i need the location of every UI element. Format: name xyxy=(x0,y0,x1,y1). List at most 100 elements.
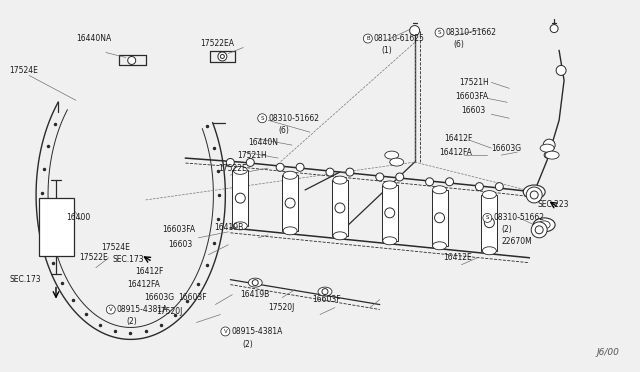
Text: 17520J: 17520J xyxy=(268,303,294,312)
Text: 16603G: 16603G xyxy=(492,144,522,153)
Text: SEC.173: SEC.173 xyxy=(9,275,41,284)
Circle shape xyxy=(346,168,354,176)
Text: (2): (2) xyxy=(243,340,253,349)
Ellipse shape xyxy=(283,227,297,235)
Text: (1): (1) xyxy=(382,46,392,55)
Text: B: B xyxy=(366,36,370,41)
Circle shape xyxy=(276,163,284,171)
Text: 17522E: 17522E xyxy=(79,253,108,262)
Text: 16412E: 16412E xyxy=(444,253,472,262)
Circle shape xyxy=(285,198,295,208)
Ellipse shape xyxy=(538,221,550,229)
Circle shape xyxy=(364,34,372,43)
Text: (2): (2) xyxy=(127,317,138,326)
Circle shape xyxy=(326,168,334,176)
Text: V: V xyxy=(109,307,113,312)
Text: 16603G: 16603G xyxy=(145,293,175,302)
Text: SEC.223: SEC.223 xyxy=(537,201,569,209)
Ellipse shape xyxy=(524,185,545,199)
Text: 16412F: 16412F xyxy=(445,134,473,143)
Bar xyxy=(282,175,298,231)
Bar xyxy=(232,170,248,226)
Text: 17521H: 17521H xyxy=(460,78,489,87)
Ellipse shape xyxy=(483,247,497,255)
Circle shape xyxy=(435,28,444,37)
Text: (6): (6) xyxy=(454,40,465,49)
Ellipse shape xyxy=(234,166,247,174)
Text: 08310-51662: 08310-51662 xyxy=(445,28,497,37)
Circle shape xyxy=(106,305,115,314)
Text: 08110-61625: 08110-61625 xyxy=(374,34,425,43)
Text: V: V xyxy=(223,329,227,334)
Text: J6/00: J6/00 xyxy=(596,348,619,357)
Circle shape xyxy=(476,183,483,190)
Circle shape xyxy=(535,226,543,234)
Circle shape xyxy=(556,65,566,76)
Ellipse shape xyxy=(318,287,332,296)
Ellipse shape xyxy=(540,144,554,152)
Circle shape xyxy=(128,57,136,64)
Circle shape xyxy=(483,214,492,222)
Circle shape xyxy=(550,25,558,33)
Circle shape xyxy=(445,178,454,186)
Bar xyxy=(382,185,397,241)
Text: 16419B: 16419B xyxy=(240,290,269,299)
Circle shape xyxy=(221,327,230,336)
Text: 17524E: 17524E xyxy=(9,66,38,75)
Circle shape xyxy=(252,280,258,286)
Ellipse shape xyxy=(433,186,447,194)
Circle shape xyxy=(218,52,227,61)
Ellipse shape xyxy=(283,171,297,179)
Circle shape xyxy=(236,193,245,203)
Circle shape xyxy=(220,54,225,58)
Circle shape xyxy=(376,173,384,181)
Text: 17521H: 17521H xyxy=(237,151,267,160)
Text: (6): (6) xyxy=(278,126,289,135)
Text: 08915-4381A: 08915-4381A xyxy=(116,305,168,314)
Circle shape xyxy=(322,289,328,295)
Text: 17522E: 17522E xyxy=(218,164,247,173)
Circle shape xyxy=(385,208,395,218)
Text: 16412FA: 16412FA xyxy=(440,148,472,157)
Circle shape xyxy=(530,191,538,199)
Text: 16440N: 16440N xyxy=(248,138,278,147)
Text: S: S xyxy=(260,116,264,121)
Bar xyxy=(332,180,348,236)
Circle shape xyxy=(258,114,267,123)
Text: 16400: 16400 xyxy=(66,214,90,222)
Text: 08310-51662: 08310-51662 xyxy=(493,214,545,222)
Text: 16412FA: 16412FA xyxy=(127,280,159,289)
Text: 16603FA: 16603FA xyxy=(456,92,488,101)
Ellipse shape xyxy=(383,237,397,245)
Circle shape xyxy=(227,158,234,166)
Circle shape xyxy=(426,178,433,186)
Ellipse shape xyxy=(533,218,555,232)
Bar xyxy=(431,190,447,246)
Text: 16603: 16603 xyxy=(168,240,193,249)
Text: 16440NA: 16440NA xyxy=(76,34,111,43)
Ellipse shape xyxy=(385,151,399,159)
Text: 17520J: 17520J xyxy=(157,307,183,316)
Text: (2): (2) xyxy=(501,225,512,234)
Text: 22670M: 22670M xyxy=(501,237,532,246)
Text: S: S xyxy=(438,30,442,35)
Circle shape xyxy=(526,187,542,203)
Ellipse shape xyxy=(545,151,559,159)
Ellipse shape xyxy=(234,222,247,230)
Text: 16419B: 16419B xyxy=(214,223,244,232)
Circle shape xyxy=(531,222,547,238)
Bar xyxy=(481,195,497,251)
Ellipse shape xyxy=(333,176,347,184)
Ellipse shape xyxy=(483,190,497,199)
Circle shape xyxy=(495,183,503,190)
Circle shape xyxy=(544,152,550,158)
Text: 08915-4381A: 08915-4381A xyxy=(231,327,283,336)
Circle shape xyxy=(296,163,304,171)
Bar xyxy=(39,198,74,256)
Text: 08310-51662: 08310-51662 xyxy=(268,114,319,123)
Text: 17524E: 17524E xyxy=(101,243,130,252)
Text: S: S xyxy=(486,215,489,220)
Circle shape xyxy=(396,173,404,181)
Text: 16603F: 16603F xyxy=(312,295,340,304)
Text: 16603FA: 16603FA xyxy=(163,225,196,234)
